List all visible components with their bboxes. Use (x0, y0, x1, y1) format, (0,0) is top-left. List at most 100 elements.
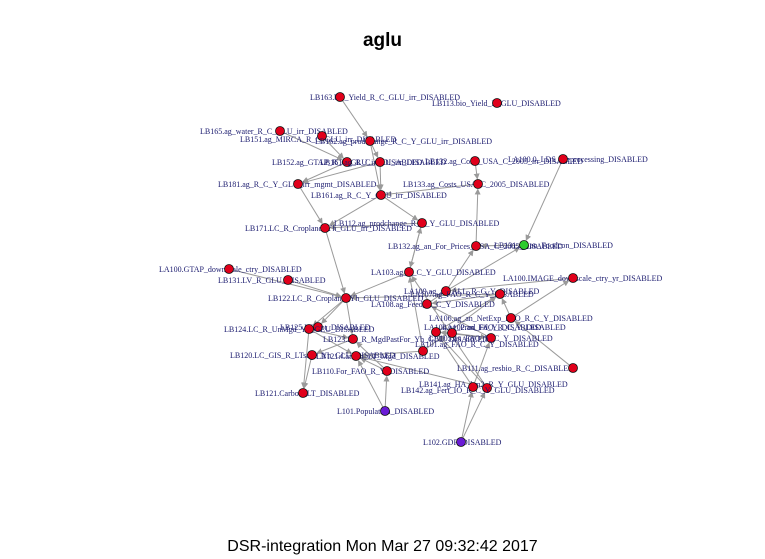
edge-LB132c-to-LB133 (473, 165, 480, 180)
node-circle[interactable] (495, 289, 505, 299)
node-LB152[interactable]: LB152.ag_GTAP_R_C_GLU_irr_DISABLED (272, 157, 422, 168)
node-circle[interactable] (558, 154, 568, 164)
edge-LB122-to-LB125 (321, 300, 344, 324)
node-LB131g[interactable]: LB131.ag_an_Foodcon_DISABLED (494, 240, 613, 251)
node-circle[interactable] (470, 156, 480, 166)
node-circle[interactable] (492, 98, 502, 108)
node-LB121[interactable]: LB121.Carbon_LT_DISABLED (255, 388, 360, 399)
node-circle[interactable] (293, 179, 303, 189)
edge-LA101-to-LA107 (426, 296, 497, 349)
node-LA108[interactable]: LA108.ag_Feed_R_C_Y_DISABLED (371, 299, 495, 310)
node-circle[interactable] (404, 267, 414, 277)
node-LA109[interactable]: LA109.ag_an_ALL_R_C_Y_DISABLED (404, 286, 540, 297)
node-LB110[interactable]: LB110.For_FAO_R_Y_DISABLED (312, 366, 429, 377)
node-LB131lv[interactable]: LB131.LV_R_GLU_DISABLED (218, 275, 326, 286)
node-LB132p[interactable]: LB132.ag_an_For_Prices_USA_C_2005_DISABL… (388, 241, 563, 252)
node-LB132c[interactable]: LB132.ag_Costs_USA_C_2005_irr_DISABLED (425, 156, 583, 167)
node-circle[interactable] (418, 346, 428, 356)
node-circle[interactable] (519, 240, 529, 250)
node-circle[interactable] (304, 324, 314, 334)
node-LB161y[interactable]: LB161.ag_R_C_Y_GLU_irr_DISABLED (311, 190, 447, 201)
node-LA100_0[interactable]: LA100.0_LDS_preprocessing_DISABLED (508, 154, 648, 165)
node-LA100G[interactable]: LA100.GTAP_downscale_ctry_DISABLED (159, 264, 302, 275)
node-LA104[interactable]: LA104.ag_Prod_Fd_Y_DISABLED (424, 323, 541, 337)
node-L102[interactable]: L102.GDP_DISABLED (423, 437, 502, 448)
node-circle[interactable] (317, 131, 327, 141)
edge-LB133-to-LB161y (385, 184, 474, 197)
node-LA103[interactable]: LA103.ag_R_C_Y_GLU_DISABLED (371, 267, 496, 278)
node-LA105[interactable]: LA105.an_FAO_R_C_Y_DISABLED (429, 333, 553, 344)
node-circle[interactable] (471, 241, 481, 251)
node-LB181[interactable]: LB181.ag_R_C_Y_GLU_irr_mgmt_DISABLED (218, 179, 377, 190)
node-circle[interactable] (568, 363, 578, 373)
edge-LB142-to-LA104 (438, 335, 471, 384)
edge-LB131lv-to-LB122 (292, 280, 342, 298)
node-circle[interactable] (375, 157, 385, 167)
edge-L101-to-LB1211 (358, 359, 384, 408)
node-circle[interactable] (417, 218, 427, 228)
node-LB163[interactable]: LB163.bio_Yield_R_C_GLU_irr_DISABLED (310, 92, 460, 103)
node-circle[interactable] (380, 406, 390, 416)
node-circle[interactable] (313, 322, 323, 332)
node-label: LA107.ag_FAO_R_C_Y_DISABLED (410, 290, 534, 299)
node-circle[interactable] (275, 126, 285, 136)
node-circle[interactable] (447, 328, 457, 338)
node-circle[interactable] (351, 351, 361, 361)
edge-LB110-to-LB123 (356, 342, 385, 369)
node-LB142[interactable]: LB142.ag_Fert_IO_R_C_Y_GLU_DISABLED (401, 382, 555, 396)
node-LB133[interactable]: LB133.ag_Costs_USA_C_2005_DISABLED (403, 179, 550, 190)
node-label: LB111.ag_resbio_R_C_DISABLED (457, 364, 574, 373)
node-LB124[interactable]: LB124.LC_R_UnMgd_Yh_GLU_DISABLED (224, 324, 375, 335)
node-LB112[interactable]: LB112.ag_prodchange_R_C_Y_GLU_DISABLED (334, 218, 499, 229)
node-LB113[interactable]: LB113.bio_Yield_R_GLU_DISABLED (432, 98, 561, 109)
node-circle[interactable] (431, 327, 441, 337)
node-LB111[interactable]: LB111.ag_resbio_R_C_DISABLED (457, 363, 578, 374)
node-circle[interactable] (320, 223, 330, 233)
node-circle[interactable] (283, 275, 293, 285)
node-circle[interactable] (224, 264, 234, 274)
node-LB1211[interactable]: LB121.Carbon_LT_Mgd_DISABLED (316, 351, 440, 362)
node-LB165[interactable]: LB165.ag_water_R_C_GLU_irr_DISABLED (200, 126, 348, 137)
edge-LB141-to-LB1211 (360, 355, 483, 388)
node-circle[interactable] (468, 382, 478, 392)
edge-LB123-to-LB120 (316, 340, 349, 354)
node-circle[interactable] (382, 366, 392, 376)
node-circle[interactable] (456, 437, 466, 447)
node-circle[interactable] (482, 383, 492, 393)
node-LA102[interactable]: LA102.an_FAO_R_C_Y_DISABLED (442, 323, 566, 338)
node-circle[interactable] (441, 286, 451, 296)
node-circle[interactable] (376, 190, 386, 200)
edge-LA106-to-LA107 (501, 298, 510, 315)
node-circle[interactable] (486, 333, 496, 343)
node-circle[interactable] (506, 313, 516, 323)
node-LB123[interactable]: LB123.LC_R_MgdPastFor_Yh_GLU_DISABLED (323, 334, 488, 345)
node-label: LA102.an_FAO_R_C_Y_DISABLED (442, 323, 566, 332)
edge-L101-to-LB110 (383, 375, 390, 407)
node-LA101[interactable]: LA101.ag_FAO_R_C_Y_DISABLED (415, 340, 539, 356)
node-label: LB123.LC_R_MgdPastFor_Yh_GLU_DISABLED (323, 335, 488, 344)
node-label: LB125.LC_tot_DISABLED (280, 323, 371, 332)
node-circle[interactable] (342, 157, 352, 167)
node-circle[interactable] (298, 388, 308, 398)
edge-LB151-to-LB152 (324, 138, 344, 159)
node-circle[interactable] (568, 273, 578, 283)
node-LB151[interactable]: LB151.ag_MIRCA_R_C_GLU_irr_DISABLED (240, 131, 396, 145)
node-LA107[interactable]: LA107.ag_FAO_R_C_Y_DISABLED (410, 289, 534, 300)
node-LB171[interactable]: LB171.LC_R_Cropland_Yh_GLU_irr_DISABLED (245, 223, 412, 234)
node-circle[interactable] (473, 179, 483, 189)
node-L101[interactable]: L101.Population_DISABLED (337, 406, 434, 417)
node-LA106[interactable]: LA106.ag_an_NetExp_FAO_R_C_Y_DISABLED (429, 313, 593, 324)
node-LB120[interactable]: LB120.LC_GIS_R_LTsage_Yh_GLU_DISABLED (230, 350, 395, 361)
node-circle[interactable] (341, 293, 351, 303)
node-LB141[interactable]: LB141.ag_HA_bm2_R_Y_GLU_DISABLED (419, 380, 568, 393)
node-circle[interactable] (422, 299, 432, 309)
node-circle[interactable] (365, 136, 375, 146)
node-circle[interactable] (335, 92, 345, 102)
node-LB122[interactable]: LB122.LC_R_Cropland_Yh_GLU_DISABLED (268, 293, 424, 304)
node-LB162[interactable]: LB162.ag_prodchange_R_C_Y_GLU_irr_DISABL… (315, 136, 492, 147)
node-LB125[interactable]: LB125.LC_tot_DISABLED (280, 322, 371, 333)
node-circle[interactable] (348, 334, 358, 344)
node-LB161i[interactable]: LB161.ag_R_C_GLU_irr_DISABLED (320, 157, 446, 168)
node-LA100I[interactable]: LA100.IMAGE_downscale_ctry_yr_DISABLED (503, 273, 663, 284)
node-circle[interactable] (307, 350, 317, 360)
